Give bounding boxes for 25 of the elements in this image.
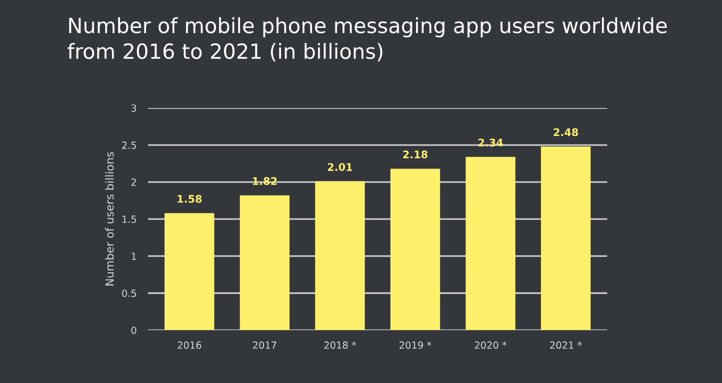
bar <box>540 146 591 330</box>
y-tick-label: 3 <box>131 104 136 112</box>
x-tick-label: 2016 <box>178 341 202 349</box>
x-tick-label: 2019 * <box>400 341 432 349</box>
bar <box>315 181 365 330</box>
y-tick-label: 2.5 <box>122 142 136 149</box>
bar <box>240 195 290 330</box>
x-tick-label: 2018 * <box>324 341 356 349</box>
y-tick-label: 1 <box>132 252 136 260</box>
y-tick-label: 0 <box>131 326 136 334</box>
bar <box>390 168 440 330</box>
data-label: 2.48 <box>554 128 578 136</box>
x-tick-label: 2021 * <box>550 341 582 349</box>
y-tick-label: 0.5 <box>122 290 136 297</box>
y-tick-label: 1.5 <box>122 216 136 223</box>
bar <box>164 213 214 330</box>
bar <box>466 156 516 330</box>
y-tick-label: 2 <box>131 178 136 186</box>
chart-title: Number of mobile phone messaging app users worldwide from 2016 to 2021 (in billions) <box>68 17 667 62</box>
y-axis-title: Number of users billions <box>105 152 114 286</box>
data-label: 2.01 <box>328 163 352 171</box>
data-label: 1.58 <box>178 194 202 203</box>
x-tick-label: 2017 <box>253 341 276 349</box>
data-label: 2.18 <box>403 150 428 158</box>
x-tick-label: 2020 * <box>474 341 507 349</box>
